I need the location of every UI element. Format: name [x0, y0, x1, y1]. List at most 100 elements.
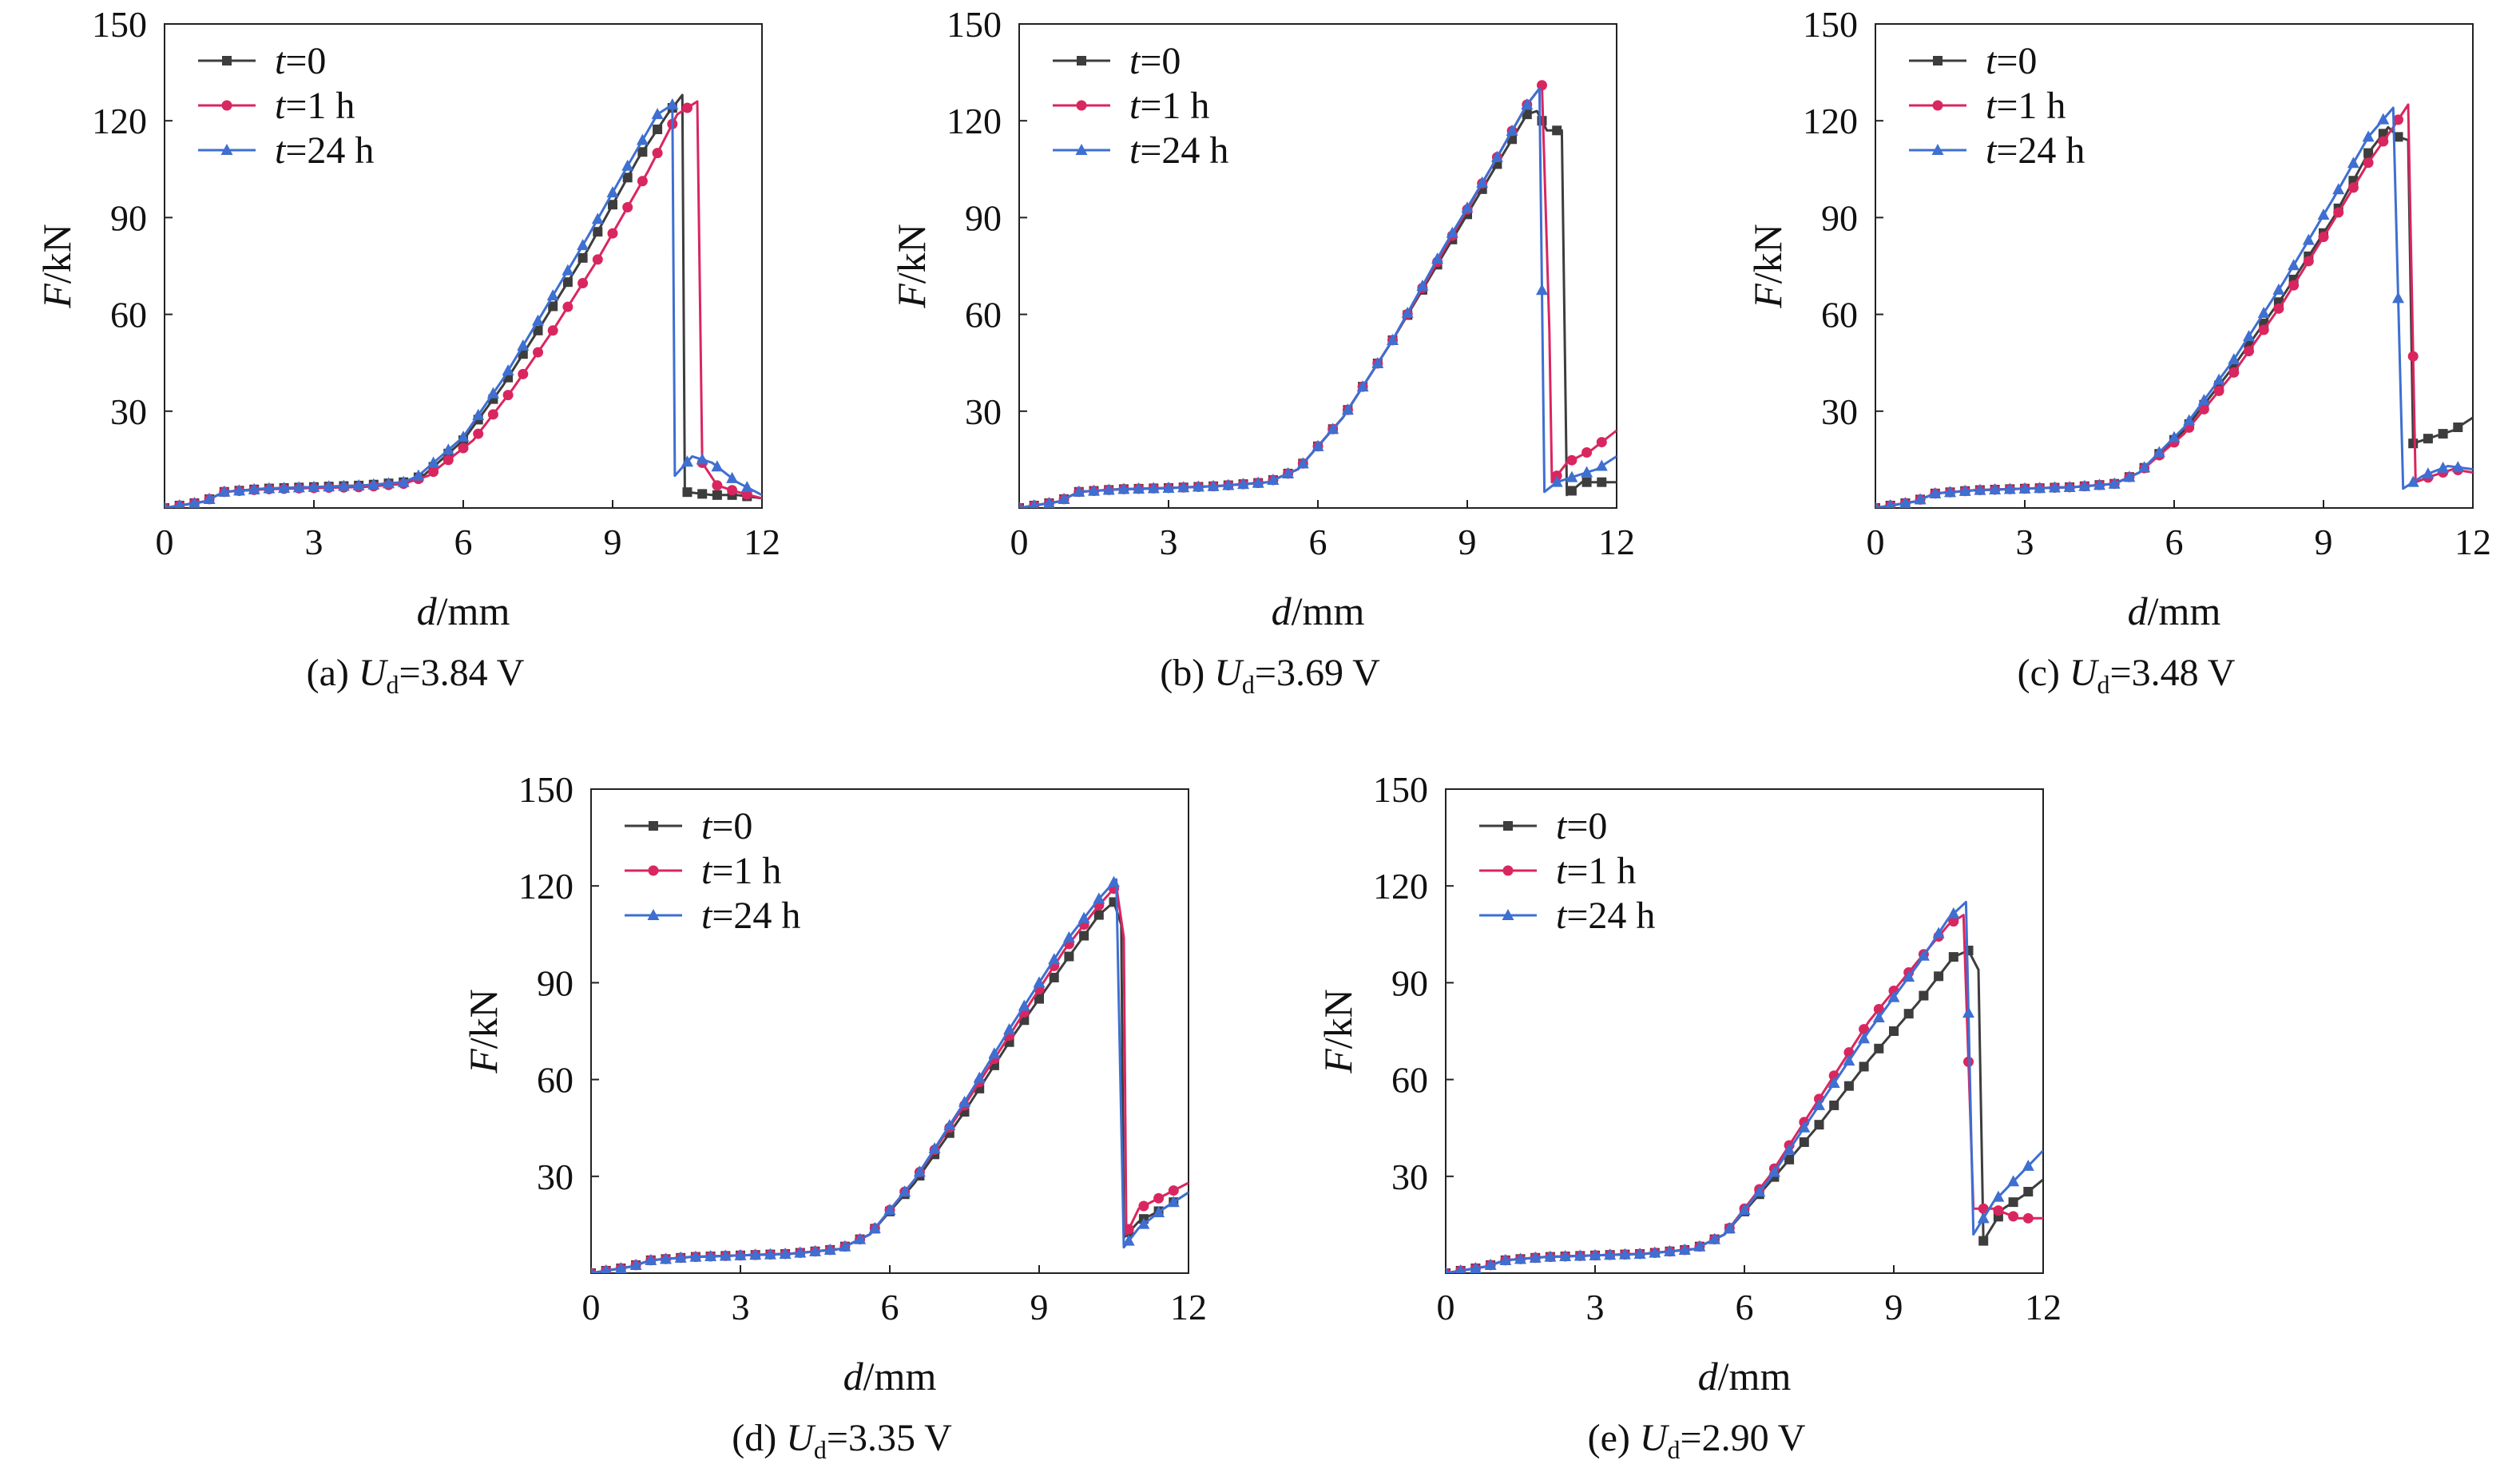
data-point: [165, 502, 169, 508]
data-point: [1753, 1185, 1766, 1197]
data-point: [1077, 911, 1090, 923]
data-point: [2197, 394, 2210, 406]
data-point: [2228, 367, 2240, 378]
data-point: [1738, 1203, 1751, 1215]
legend-entry: t=24 h: [1479, 895, 1655, 937]
data-point: [174, 498, 185, 508]
data-point: [2078, 479, 2091, 491]
data-point: [2022, 1159, 2034, 1171]
legend-marker: [648, 865, 659, 876]
data-point: [428, 466, 439, 478]
data-point: [233, 484, 245, 496]
data-point: [1446, 1267, 1450, 1273]
data-point: [1237, 478, 1249, 490]
data-point: [1552, 125, 1562, 136]
data-point: [1977, 1212, 1990, 1224]
data-point: [854, 1232, 867, 1244]
data-point: [1401, 306, 1414, 318]
legend-label: t=0: [1556, 805, 1607, 847]
data-point: [1446, 226, 1458, 238]
series-line: [1446, 949, 2043, 1273]
data-point: [1029, 498, 1039, 508]
data-point: [622, 201, 633, 212]
y-tick-label: 150: [92, 4, 147, 45]
x-tick-label: 9: [604, 522, 622, 562]
y-tick-label: 60: [1821, 295, 1858, 335]
legend-entry: t=24 h: [1053, 129, 1228, 172]
data-point: [308, 480, 320, 492]
data-point: [1903, 1009, 1914, 1019]
data-point: [2288, 280, 2300, 291]
y-tick-label: 90: [965, 197, 1002, 238]
data-point: [621, 159, 634, 171]
y-tick-label: 60: [110, 295, 147, 335]
x-tick-label: 3: [1160, 522, 1178, 562]
data-point: [1596, 437, 1607, 448]
data-point: [868, 1221, 881, 1233]
legend-marker: [221, 100, 232, 111]
data-point: [2288, 259, 2300, 271]
y-tick-label: 30: [537, 1157, 573, 1197]
data-point: [1282, 466, 1295, 478]
legend-entry: t=24 h: [1909, 129, 2085, 172]
data-point: [1499, 1253, 1512, 1265]
data-point: [1814, 1120, 1824, 1130]
y-tick-label: 120: [946, 101, 1002, 141]
data-point: [1341, 403, 1354, 415]
legend-label: t=1 h: [701, 850, 781, 892]
data-point: [412, 469, 425, 481]
data-point: [2363, 148, 2374, 158]
data-point: [1858, 1032, 1871, 1044]
data-point: [383, 477, 395, 489]
data-point: [1618, 1248, 1631, 1260]
data-point: [2363, 157, 2374, 169]
data-point: [278, 481, 291, 493]
data-point: [2048, 481, 2061, 493]
data-point: [1919, 990, 1929, 1001]
data-point: [2153, 446, 2165, 458]
data-point: [740, 481, 753, 493]
data-point: [689, 1250, 702, 1262]
x-tick-label: 12: [1598, 522, 1635, 562]
data-point: [1799, 1137, 1809, 1147]
data-point: [292, 481, 305, 493]
data-point: [1899, 496, 1911, 508]
data-point: [1551, 470, 1562, 482]
data-point: [606, 186, 619, 198]
x-tick-label: 9: [1885, 1287, 1903, 1327]
data-point: [502, 390, 514, 401]
data-point: [607, 228, 618, 239]
data-point: [1595, 459, 1608, 471]
data-point: [2378, 136, 2389, 147]
data-point: [2093, 478, 2105, 490]
data-point: [1566, 486, 1577, 496]
data-point: [533, 325, 543, 335]
data-point: [2183, 414, 2196, 426]
data-point: [2393, 114, 2403, 125]
x-tick-label: 12: [2454, 522, 2491, 562]
legend-label: t=1 h: [1556, 850, 1636, 892]
data-point: [517, 339, 530, 351]
data-point: [1484, 1258, 1497, 1270]
data-point: [2392, 292, 2404, 304]
x-tick-label: 9: [1458, 522, 1477, 562]
data-point: [1461, 201, 1474, 213]
legend-marker: [649, 821, 658, 831]
y-axis-label: F/kN: [34, 224, 79, 309]
data-point: [2437, 461, 2450, 473]
data-point: [1604, 1248, 1617, 1260]
data-point: [2034, 482, 2046, 494]
legend-entry: t=0: [625, 805, 752, 847]
data-point: [749, 1248, 762, 1260]
legend-label: t=24 h: [275, 129, 374, 172]
data-point: [1514, 1252, 1526, 1264]
data-point: [1872, 1011, 1885, 1023]
data-point: [591, 1267, 595, 1273]
data-point: [651, 108, 664, 120]
data-point: [2198, 403, 2209, 415]
x-tick-label: 12: [744, 522, 780, 562]
data-point: [532, 314, 544, 326]
plot-frame: [1445, 788, 2044, 1274]
data-point: [1093, 910, 1104, 920]
data-point: [1813, 1098, 1825, 1110]
